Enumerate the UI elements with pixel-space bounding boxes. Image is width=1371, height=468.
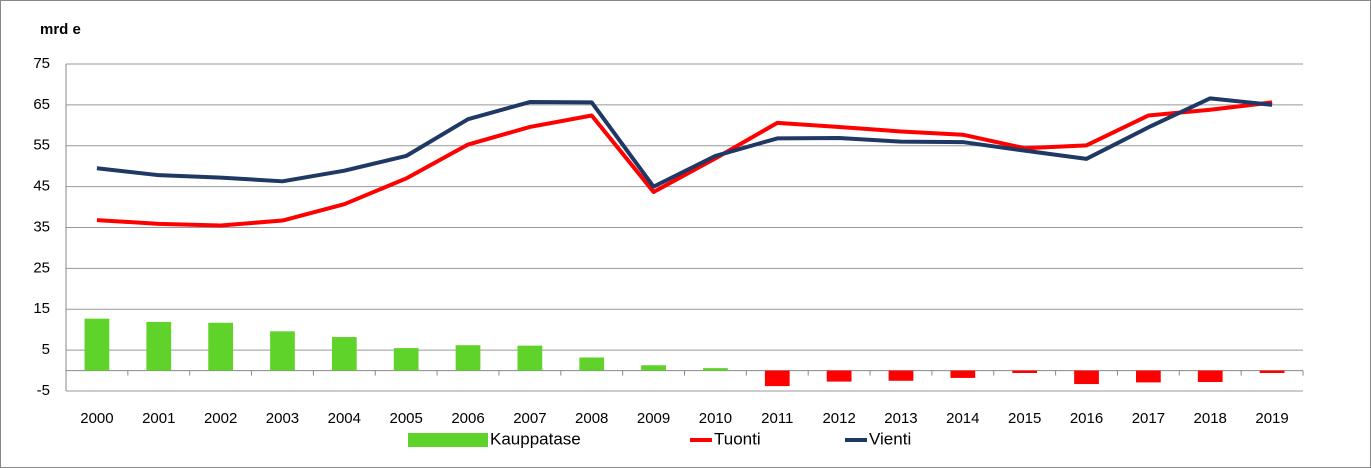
x-tick-label: 2016 <box>1070 410 1103 427</box>
x-tick-label: 2013 <box>884 410 917 427</box>
bar <box>641 365 666 371</box>
y-tick-label: 15 <box>33 300 50 317</box>
bar <box>579 357 605 371</box>
bar <box>517 345 543 371</box>
bar <box>1259 370 1285 374</box>
x-tick-label: 2011 <box>761 410 793 427</box>
line <box>96 100 1273 228</box>
bar <box>331 337 357 371</box>
x-tick-label: 2014 <box>946 410 979 427</box>
x-tick-label: 2017 <box>1132 410 1165 427</box>
x-tick-label: 2000 <box>80 410 113 427</box>
bar <box>270 331 295 371</box>
bar <box>1074 370 1099 385</box>
bar <box>146 321 172 371</box>
bar <box>208 322 233 371</box>
legend-label: Tuonti <box>714 429 761 448</box>
legend-label: Vienti <box>869 429 911 448</box>
line <box>96 96 1273 189</box>
legend-label: Kauppatase <box>490 429 581 448</box>
bar <box>764 370 790 387</box>
y-tick-label: 25 <box>33 259 50 276</box>
y-tick-label: -5 <box>37 382 50 399</box>
bar <box>703 368 728 371</box>
y-tick-label: 35 <box>33 218 50 235</box>
bar <box>1197 370 1223 383</box>
x-tick-label: 2007 <box>513 410 546 427</box>
bar <box>888 370 914 381</box>
bar <box>1012 370 1038 374</box>
x-tick-label: 2008 <box>575 410 608 427</box>
bar <box>84 318 110 371</box>
x-tick-label: 2001 <box>142 410 175 427</box>
bar <box>455 345 481 371</box>
x-tick-label: 2003 <box>266 410 299 427</box>
x-tick-label: 2019 <box>1255 410 1288 427</box>
y-tick-label: 5 <box>42 341 50 358</box>
x-tick-label: 2006 <box>451 410 484 427</box>
x-tick-label: 2015 <box>1008 410 1041 427</box>
x-tick-label: 2002 <box>204 410 237 427</box>
y-tick-label: 55 <box>33 137 50 154</box>
x-tick-label: 2009 <box>637 410 670 427</box>
bar <box>1136 370 1161 383</box>
y-tick-label: 75 <box>33 55 50 72</box>
bar <box>393 348 419 371</box>
x-tick-label: 2012 <box>822 410 855 427</box>
chart-title: mrd e <box>40 21 81 38</box>
x-tick-label: 2005 <box>389 410 422 427</box>
x-tick-label: 2018 <box>1194 410 1227 427</box>
x-tick-label: 2004 <box>328 410 361 427</box>
y-tick-label: 45 <box>33 178 50 195</box>
y-tick-label: 65 <box>33 96 50 113</box>
bar <box>826 370 852 382</box>
bar <box>950 370 976 378</box>
x-tick-label: 2010 <box>699 410 732 427</box>
legend-swatch <box>408 433 488 447</box>
